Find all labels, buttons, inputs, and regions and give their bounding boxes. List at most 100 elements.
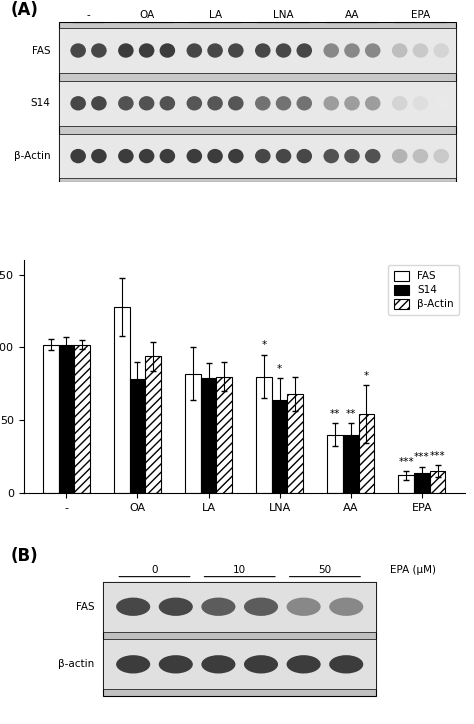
Ellipse shape <box>160 96 175 111</box>
Text: FAS: FAS <box>76 602 94 612</box>
Text: β-actin: β-actin <box>58 660 94 669</box>
Ellipse shape <box>159 597 193 616</box>
Bar <box>287 394 303 493</box>
Ellipse shape <box>70 96 86 111</box>
Bar <box>103 582 376 696</box>
Bar <box>59 134 456 179</box>
Ellipse shape <box>255 96 271 111</box>
Bar <box>145 356 161 493</box>
Text: -: - <box>87 10 91 20</box>
Ellipse shape <box>297 149 312 164</box>
Text: LA: LA <box>209 10 222 20</box>
Text: *: * <box>364 371 369 381</box>
Bar <box>343 434 359 493</box>
Ellipse shape <box>344 96 360 111</box>
Text: ***: *** <box>429 451 446 461</box>
Ellipse shape <box>413 43 428 58</box>
Text: β-Actin: β-Actin <box>14 151 50 161</box>
Ellipse shape <box>365 149 381 164</box>
Ellipse shape <box>276 96 292 111</box>
Ellipse shape <box>329 597 363 616</box>
Ellipse shape <box>433 149 449 164</box>
Ellipse shape <box>433 43 449 58</box>
Text: AA: AA <box>345 10 359 20</box>
Ellipse shape <box>116 655 150 673</box>
Ellipse shape <box>139 149 155 164</box>
Ellipse shape <box>159 655 193 673</box>
Ellipse shape <box>255 149 271 164</box>
Ellipse shape <box>433 96 449 111</box>
Ellipse shape <box>413 96 428 111</box>
Ellipse shape <box>276 149 292 164</box>
Bar <box>103 582 376 631</box>
Text: (B): (B) <box>10 547 38 565</box>
Ellipse shape <box>70 149 86 164</box>
Bar <box>59 28 456 73</box>
Bar <box>74 345 90 493</box>
Ellipse shape <box>287 655 321 673</box>
Bar <box>414 473 429 493</box>
Bar <box>429 471 446 493</box>
Ellipse shape <box>344 149 360 164</box>
Bar <box>256 376 272 493</box>
Text: FAS: FAS <box>32 46 50 56</box>
Ellipse shape <box>160 149 175 164</box>
Ellipse shape <box>116 597 150 616</box>
Bar <box>272 400 287 493</box>
Bar <box>130 379 145 493</box>
Ellipse shape <box>413 149 428 164</box>
Bar <box>103 639 376 689</box>
Bar <box>59 81 456 126</box>
Bar <box>114 307 130 493</box>
Ellipse shape <box>244 597 278 616</box>
Text: *: * <box>277 363 283 374</box>
Ellipse shape <box>70 43 86 58</box>
Ellipse shape <box>207 149 223 164</box>
Ellipse shape <box>392 149 408 164</box>
Ellipse shape <box>365 43 381 58</box>
Text: 10: 10 <box>233 565 246 575</box>
Ellipse shape <box>207 96 223 111</box>
Ellipse shape <box>297 96 312 111</box>
Ellipse shape <box>207 43 223 58</box>
Ellipse shape <box>323 96 339 111</box>
Text: OA: OA <box>139 10 154 20</box>
Text: **: ** <box>346 409 356 418</box>
Ellipse shape <box>118 96 134 111</box>
Text: 50: 50 <box>319 565 331 575</box>
Ellipse shape <box>323 149 339 164</box>
Text: EPA: EPA <box>411 10 430 20</box>
Text: ***: *** <box>414 452 430 463</box>
Ellipse shape <box>187 96 202 111</box>
Ellipse shape <box>323 43 339 58</box>
Ellipse shape <box>91 149 107 164</box>
Text: 0: 0 <box>151 565 158 575</box>
Bar <box>201 378 216 493</box>
Ellipse shape <box>91 96 107 111</box>
Ellipse shape <box>187 149 202 164</box>
Ellipse shape <box>365 96 381 111</box>
Bar <box>358 414 374 493</box>
Ellipse shape <box>201 655 236 673</box>
Ellipse shape <box>287 597 321 616</box>
Ellipse shape <box>329 655 363 673</box>
Ellipse shape <box>244 655 278 673</box>
Bar <box>185 374 201 493</box>
Ellipse shape <box>392 96 408 111</box>
Ellipse shape <box>255 43 271 58</box>
Ellipse shape <box>276 43 292 58</box>
Ellipse shape <box>392 43 408 58</box>
Ellipse shape <box>139 96 155 111</box>
Ellipse shape <box>228 96 244 111</box>
Ellipse shape <box>344 43 360 58</box>
Bar <box>43 345 59 493</box>
Bar <box>398 476 414 493</box>
Ellipse shape <box>201 597 236 616</box>
Text: ***: *** <box>398 457 414 467</box>
Ellipse shape <box>160 43 175 58</box>
Text: **: ** <box>330 409 340 418</box>
Ellipse shape <box>118 43 134 58</box>
Text: S14: S14 <box>30 98 50 109</box>
Ellipse shape <box>91 43 107 58</box>
Ellipse shape <box>187 43 202 58</box>
